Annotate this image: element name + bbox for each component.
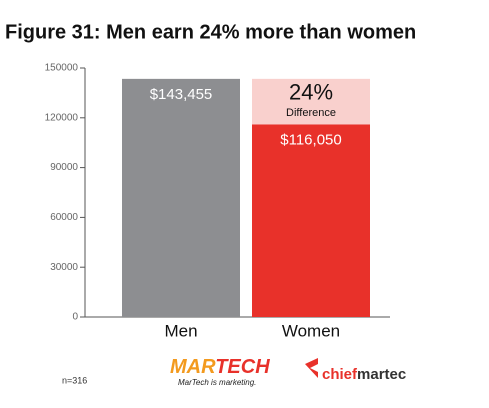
logo-tagline: MarTech is marketing. [178,378,256,387]
y-tick-label: 60000 [50,212,78,223]
value-label: $116,050 [280,131,341,148]
y-tick-label: 30000 [50,262,78,273]
bar [122,78,240,317]
y-tick-label: 90000 [50,162,78,173]
y-tick-label: 0 [72,312,78,323]
logo-text: chiefmartec [322,366,406,383]
logo-part: MAR [170,356,216,378]
logo-part: martec [357,366,406,383]
x-tick-label: Men [164,321,197,340]
difference-label: Difference [286,107,336,119]
martech-logo: MARTECH MarTech is marketing. [170,356,270,387]
bar [252,124,370,318]
logo-icon [305,358,318,378]
y-tick-label: 150000 [45,63,79,74]
value-label: $143,455 [150,86,213,103]
sample-note: n=316 [62,375,87,385]
logo-part: chief [322,366,358,383]
y-tick-label: 120000 [45,112,79,123]
chiefmartec-logo: chiefmartec [305,358,406,383]
chart-title: Figure 31: Men earn 24% more than women [5,21,416,43]
x-tick-label: Women [282,321,340,340]
logo-part: TECH [215,356,270,378]
difference-percent: 24% [289,80,333,105]
difference-bar [252,78,370,125]
logo-text: MARTECH [170,356,270,378]
